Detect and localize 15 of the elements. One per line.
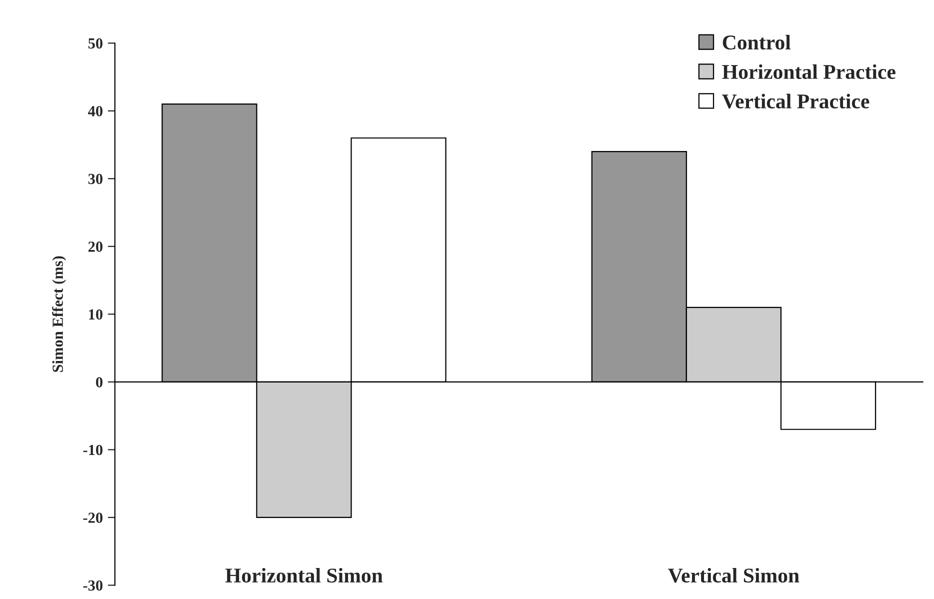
x-tick-label: Vertical Simon [668,568,800,583]
legend-label: Vertical Practice [722,94,870,109]
y-tick-label: -30 [83,580,102,591]
y-axis-title: Simon Effect (ms) [52,256,66,372]
legend-label: Horizontal Practice [722,64,896,79]
y-tick-label: 30 [88,174,102,184]
x-tick-label: Horizontal Simon [225,568,383,583]
y-tick-label: 40 [88,106,102,116]
y-tick-label: 20 [88,242,102,252]
y-tick-label: 0 [96,377,102,388]
y-tick-label: 10 [89,309,102,320]
y-tick-label: -10 [83,444,102,456]
y-tick-label: -20 [83,512,102,523]
y-tick-label: 50 [88,38,102,49]
legend-label: Control [722,34,791,50]
